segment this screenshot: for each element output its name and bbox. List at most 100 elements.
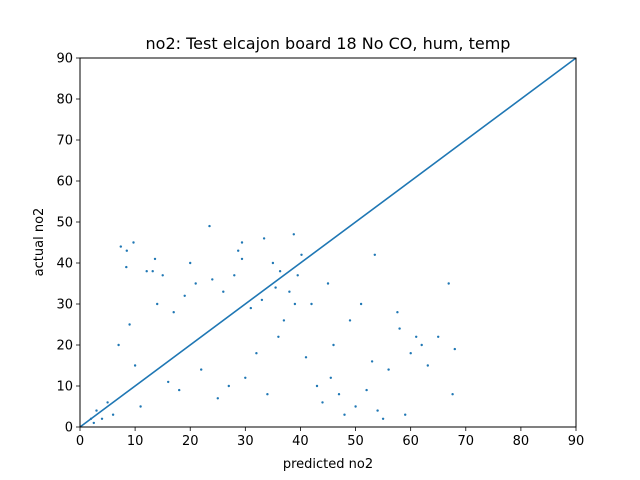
data-point [373,253,376,256]
data-point [321,401,324,404]
data-point [409,352,412,355]
data-point [111,413,115,416]
data-point [189,261,192,265]
plot-frame [79,57,577,428]
data-point [139,405,142,408]
data-point [348,319,352,322]
x-axis-label: predicted no2 [283,457,373,472]
data-point [233,274,236,277]
data-point [240,241,244,244]
data-point [337,393,341,396]
y-axis-label: actual no2 [32,208,47,277]
data-point [172,311,175,314]
data-point [310,302,313,306]
data-point [156,302,159,306]
x-axis: 0 10 20 30 40 50 60 70 80 90 [76,427,584,449]
data-point [211,278,214,281]
data-point [194,282,197,285]
y-tick-label: 50 [56,216,73,231]
data-point [370,360,374,363]
data-point [404,413,407,416]
data-point [266,393,269,396]
data-point [106,401,109,404]
data-point [296,274,299,277]
x-tick-label: 50 [347,434,364,449]
data-point [304,356,308,359]
y-tick-label: 40 [56,257,73,272]
data-point [151,270,154,273]
data-point [326,282,330,285]
data-point [365,388,368,392]
data-point [161,274,164,277]
data-point [288,290,291,293]
y-tick-label: 80 [56,93,73,108]
data-point [278,270,282,273]
data-point [260,298,264,302]
data-point [178,388,181,392]
data-point [128,323,131,326]
reference-line-layer [79,57,577,428]
data-point [222,290,225,293]
data-point [376,409,379,412]
data-point [300,253,303,256]
data-point [200,368,203,371]
y-tick-label: 90 [56,52,73,67]
y-tick-label: 10 [56,380,73,395]
data-point [453,347,456,351]
x-tick-label: 80 [513,434,530,449]
data-point [117,343,120,347]
y-tick-label: 70 [56,134,73,149]
data-point [183,294,186,297]
data-point [277,335,280,338]
x-tick-label: 40 [292,434,309,449]
data-point [274,286,277,289]
x-tick-label: 10 [127,434,144,449]
x-tick-label: 90 [568,434,585,449]
data-point [387,368,390,371]
data-point [92,421,96,425]
data-point [426,364,429,367]
data-point [292,233,295,236]
data-point [119,245,123,248]
data-point [244,376,247,379]
data-point [329,376,332,379]
data-point [262,237,266,240]
data-point [125,265,128,269]
data-point [437,335,440,338]
y-tick-label: 20 [56,339,73,354]
data-point [396,311,399,314]
data-point [415,335,418,338]
reference-line [79,57,577,428]
data-point [132,241,135,244]
data-point [381,417,385,420]
data-point [125,249,128,252]
data-point [398,327,401,330]
data-point [420,343,423,347]
y-tick-label: 60 [56,175,73,190]
data-point [282,319,286,322]
data-point [315,384,319,388]
data-point [216,397,219,400]
x-tick-label: 30 [237,434,254,449]
data-point [343,413,346,416]
points-layer [89,224,456,425]
data-point [240,257,244,261]
data-point [100,417,104,420]
data-point [95,409,98,412]
data-point [255,352,258,355]
data-point [227,384,230,388]
data-point [447,282,450,285]
chart-title: no2: Test elcajon board 18 No CO, hum, t… [146,34,511,53]
y-axis: 0 10 20 30 40 50 60 70 80 90 [56,52,80,436]
x-tick-label: 70 [458,434,475,449]
data-point [145,270,148,273]
data-point [332,343,335,347]
data-point [208,224,211,228]
x-tick-label: 20 [182,434,199,449]
data-point [451,393,454,396]
data-point [359,302,363,306]
y-tick-label: 0 [65,421,73,436]
data-point [271,261,275,265]
